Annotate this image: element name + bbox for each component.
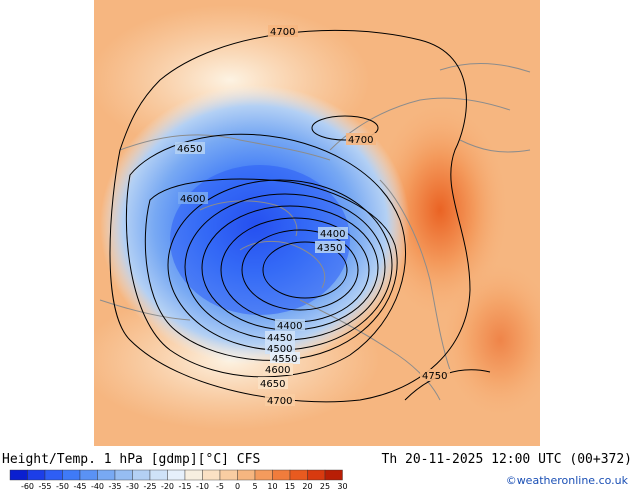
colorbar-swatch — [79, 469, 98, 481]
colorbar-swatch — [62, 469, 81, 481]
colorbar-tick-label: 20 — [302, 482, 312, 490]
credit-link[interactable]: ©weatheronline.co.uk — [505, 474, 628, 487]
colorbar-swatch — [9, 469, 28, 481]
contour-label: 4400 — [277, 321, 302, 332]
contour-label: 4700 — [348, 135, 373, 146]
contour-label: 4400 — [320, 229, 345, 240]
contour-label: 4500 — [267, 344, 292, 355]
colorbar-swatch — [149, 469, 168, 481]
height-contours — [109, 29, 491, 403]
land-outlines — [99, 63, 531, 401]
colorbar-ticks: -60 -55 -50 -45 -40 -35 -30 -25 -20 -15 -10 -5 0 5 10 1… — [21, 482, 348, 490]
colorbar-tick-label: -10 — [196, 482, 209, 490]
contour-label: 4450 — [267, 333, 292, 344]
contour-labels: 4700 4700 4650 4600 4400 4350 4400 4450 … — [175, 25, 450, 407]
contour-label: 4650 — [177, 144, 202, 155]
colorbar-tick-label: -20 — [161, 482, 174, 490]
colorbar-swatch — [324, 469, 343, 481]
warm-anomaly-east — [440, 260, 540, 420]
contour-label: 4700 — [270, 27, 295, 38]
colorbar-swatch — [167, 469, 186, 481]
colorbar-tick-label: -55 — [38, 482, 51, 490]
colorbar-tick-label: 0 — [235, 482, 240, 490]
contour-label: 4750 — [422, 371, 447, 382]
colorbar-swatch — [289, 469, 308, 481]
colorbar-swatch — [254, 469, 273, 481]
contour-label: 4550 — [272, 354, 297, 365]
colorbar-tick-label: 15 — [285, 482, 295, 490]
colorbar-tick-label: -25 — [143, 482, 156, 490]
map-title: Height/Temp. 1 hPa [gdmp][°C] CFS — [2, 452, 261, 467]
colorbar-swatch — [114, 469, 133, 481]
colorbar-swatch — [44, 469, 63, 481]
colorbar-swatch — [184, 469, 203, 481]
colorbar: -60 -55 -50 -45 -40 -35 -30 -25 -20 -15 -10 -5 0 5 10 1… — [9, 469, 348, 490]
colorbar-tick-label: 5 — [252, 482, 257, 490]
colorbar-swatch — [307, 469, 326, 481]
colorbar-swatch — [272, 469, 291, 481]
colorbar-tick-label: 10 — [267, 482, 277, 490]
colorbar-tick-label: -50 — [56, 482, 69, 490]
colorbar-tick-label: -35 — [108, 482, 121, 490]
colorbar-swatch — [132, 469, 151, 481]
colorbar-tick-label: 25 — [320, 482, 330, 490]
map-panel: 4700 4700 4650 4600 4400 4350 4400 4450 … — [94, 0, 540, 446]
colorbar-tick-label: -40 — [91, 482, 104, 490]
colorbar-tick-label: 30 — [337, 482, 347, 490]
colorbar-swatch — [27, 469, 46, 481]
colorbar-tick-label: -5 — [216, 482, 224, 490]
colorbar-swatch — [97, 469, 116, 481]
colorbar-swatch — [237, 469, 256, 481]
colorbar-tick-label: -60 — [21, 482, 34, 490]
colorbar-swatch — [202, 469, 221, 481]
cold-inner — [170, 165, 350, 315]
contour-label: 4650 — [260, 379, 285, 390]
colorbar-tick-label: -15 — [178, 482, 191, 490]
contour-label: 4600 — [265, 365, 290, 376]
contour-label: 4700 — [267, 396, 292, 407]
contour-label: 4350 — [317, 243, 342, 254]
valid-time: Th 20-11-2025 12:00 UTC (00+372) — [381, 452, 632, 467]
contour-label: 4600 — [180, 194, 205, 205]
colorbar-swatch — [219, 469, 238, 481]
colorbar-tick-label: -30 — [126, 482, 139, 490]
colorbar-tick-label: -45 — [73, 482, 86, 490]
